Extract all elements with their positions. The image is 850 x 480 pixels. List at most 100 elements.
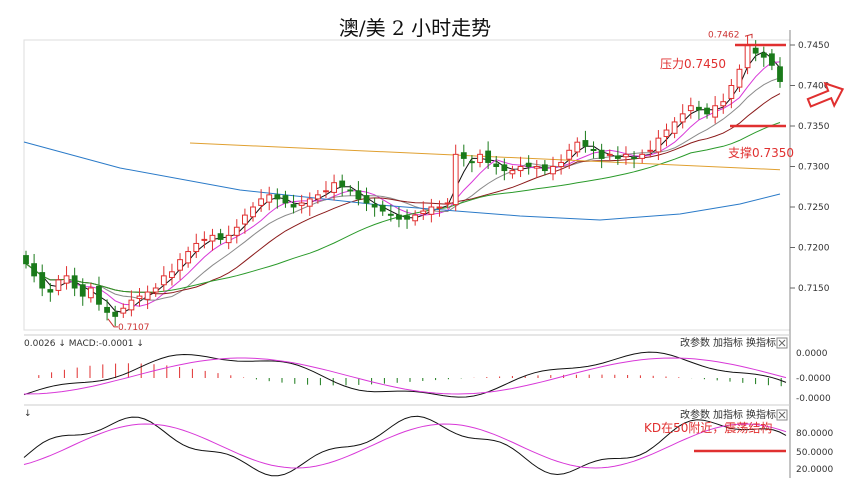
low-marker: 0.7107 <box>118 323 150 333</box>
candle-body <box>477 153 483 163</box>
high-marker: 0.7462 <box>708 30 740 40</box>
candle-body <box>347 189 354 192</box>
candle-body <box>55 279 62 291</box>
candle-body <box>112 311 119 317</box>
candle-body <box>339 180 346 188</box>
candle-body <box>136 295 143 300</box>
kd-menu-switch-indicator[interactable]: 换指标 <box>746 408 776 421</box>
candle-body <box>387 213 394 216</box>
candle-body <box>185 251 192 264</box>
kd-menu-change-params[interactable]: 改参数 <box>680 408 710 421</box>
orange-trend-line <box>189 142 781 171</box>
candle-body <box>290 204 297 208</box>
candle-body <box>193 242 200 253</box>
candle-body <box>663 129 670 138</box>
macd-menu-change-params[interactable]: 改参数 <box>680 336 710 349</box>
kd-tick-0: 80.0000 <box>796 429 833 439</box>
ma-pink-line <box>25 61 781 307</box>
candle-body <box>128 299 135 311</box>
price-tick-label: 0.7350 <box>798 122 830 132</box>
macd-menu-switch-indicator[interactable]: 换指标 <box>746 336 776 349</box>
candle-body <box>460 152 467 159</box>
kd-annotation: KD在50附近，震荡结构 <box>644 420 772 435</box>
kd-menu-add-indicator[interactable]: 加指标 <box>713 408 743 421</box>
candle-body <box>582 140 589 147</box>
candle-body <box>298 202 305 206</box>
price-ticks: 0.7450 0.7400 0.7350 0.7300 0.7250 0.7200 0.71… <box>790 41 830 294</box>
candle-body <box>696 106 702 111</box>
macd-header: 0.0026 ↓ MACD:-0.0001 ↓ <box>24 339 144 349</box>
candle-body <box>233 226 240 236</box>
candle-body <box>452 153 459 206</box>
candle-body <box>558 161 564 167</box>
candle-body <box>752 47 759 54</box>
candle-body <box>647 149 654 152</box>
candle-body <box>501 164 508 172</box>
kd-d-line <box>23 423 787 469</box>
price-tick-label: 0.7400 <box>798 82 830 92</box>
ma-maroon-line <box>25 93 781 295</box>
chart-title: 澳/美 2 小时走势 <box>339 16 491 40</box>
candle-body <box>517 166 524 172</box>
macd-tick-2: -0.0000 <box>796 394 831 404</box>
ma-green-line <box>25 122 781 293</box>
candle-body <box>712 105 719 118</box>
candle-body <box>169 271 175 278</box>
candle-body <box>306 198 313 207</box>
candle-body <box>566 149 573 160</box>
kd-chart <box>23 415 787 477</box>
candle-body <box>679 113 686 123</box>
candle-body <box>728 85 735 99</box>
candle-body <box>314 194 321 200</box>
main-panel <box>23 39 791 331</box>
candle-body <box>371 204 378 208</box>
candle-body <box>509 170 516 175</box>
candle-body <box>363 195 370 204</box>
candle-body <box>428 206 435 215</box>
candle-body <box>760 52 767 58</box>
kd-menu: 改参数 加指标 换指标 <box>680 408 788 421</box>
kd-tick-2: 20.0000 <box>796 465 833 475</box>
candle-body <box>541 164 548 172</box>
kd-close-x <box>778 411 786 419</box>
candle-body <box>404 215 410 220</box>
candle-body <box>744 44 751 69</box>
candle-body <box>704 107 710 115</box>
candle-body <box>639 153 646 159</box>
candle-body <box>623 153 629 158</box>
candle-body <box>485 150 492 163</box>
candle-body <box>412 214 419 222</box>
candle-body <box>63 275 70 284</box>
price-tick-label: 0.7250 <box>798 203 830 213</box>
macd-tick-1: -0.0000 <box>796 374 831 384</box>
candle-body <box>282 195 289 204</box>
macd-chart <box>23 351 787 398</box>
moving-averages <box>23 51 781 313</box>
candle-body <box>144 291 151 300</box>
candle-body <box>201 238 208 241</box>
arrow-right-icon <box>806 81 845 109</box>
candle-body <box>323 190 329 193</box>
candles <box>23 35 783 327</box>
candle-body <box>39 272 46 289</box>
macd-menu-add-indicator[interactable]: 加指标 <box>713 336 743 349</box>
support-label: 支撑0.7350 <box>728 145 794 160</box>
candle-body <box>31 263 38 277</box>
macd-tick-0: 0.0000 <box>796 349 828 359</box>
macd-menu: 改参数 加指标 换指标 <box>680 336 788 349</box>
candle-body <box>436 206 443 209</box>
candle-body <box>525 162 532 167</box>
ma-blue-line <box>23 141 781 221</box>
candle-body <box>120 307 127 314</box>
low-pointer <box>107 318 118 328</box>
candle-body <box>258 198 265 206</box>
candle-body <box>152 287 159 293</box>
candle-body <box>331 182 337 193</box>
price-tick-label: 0.7150 <box>798 284 830 294</box>
kd-header: ↓ <box>24 409 32 419</box>
high-pointer <box>744 33 753 39</box>
candle-body <box>590 148 597 151</box>
candle-body <box>687 105 694 112</box>
candle-body <box>250 206 256 218</box>
